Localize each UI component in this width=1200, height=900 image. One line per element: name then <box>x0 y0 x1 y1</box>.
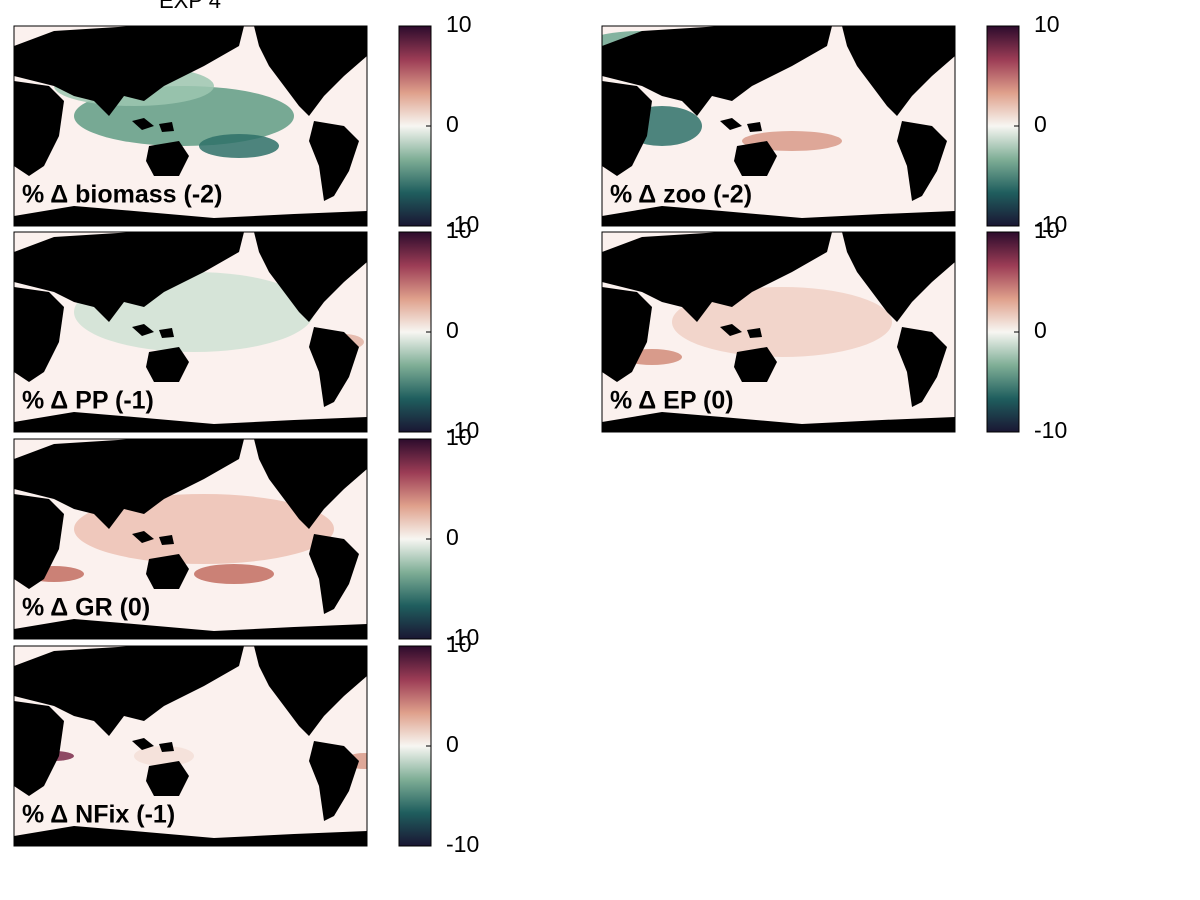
anomaly-region <box>199 134 279 158</box>
colorbar <box>398 645 432 847</box>
panel-label: % Δ EP (0) <box>610 387 734 415</box>
map <box>602 232 955 432</box>
map <box>14 232 367 432</box>
map-frame <box>13 438 368 640</box>
colorbar-tick-label: 10 <box>1034 11 1060 37</box>
map-frame <box>601 25 956 227</box>
colorbar <box>398 25 432 227</box>
panel: % Δ biomass (-2) 10 0 -10 <box>13 11 479 237</box>
panel: % Δ GR (0) 10 0 -10 <box>13 424 479 650</box>
panels: % Δ biomass (-2) 10 0 -10 % Δ zoo (-2) 10 0 -10… <box>13 11 1067 857</box>
map <box>14 439 367 639</box>
colorbar-tick-label: 10 <box>446 217 472 243</box>
colorbar-tick-label: 0 <box>446 111 459 137</box>
colorbar-tick-label: 10 <box>446 11 472 37</box>
figure-title: EXP 4 <box>159 0 221 13</box>
map <box>602 26 955 226</box>
colorbar-tick-label: 0 <box>446 731 459 757</box>
colorbar <box>398 438 432 640</box>
map-frame <box>13 231 368 433</box>
map-frame <box>601 231 956 433</box>
colorbar-tick-label: 0 <box>446 524 459 550</box>
colorbar-tick-label: 10 <box>446 631 472 657</box>
colorbar-tick-label: 0 <box>1034 317 1047 343</box>
anomaly-region <box>194 564 274 584</box>
panel-label: % Δ biomass (-2) <box>22 181 222 209</box>
colorbar-tick-label: 0 <box>446 317 459 343</box>
panel: % Δ PP (-1) 10 0 -10 <box>13 217 479 443</box>
panel: % Δ NFix (-1) 10 0 -10 <box>13 631 479 857</box>
colorbar-tick-label: -10 <box>446 831 479 857</box>
map-frame <box>13 25 368 227</box>
colorbar-tick-label: -10 <box>446 211 479 237</box>
panel: % Δ EP (0) 10 0 -10 <box>601 217 1067 443</box>
panel-label: % Δ GR (0) <box>22 594 150 622</box>
panel-label: % Δ NFix (-1) <box>22 801 175 829</box>
panel: % Δ zoo (-2) 10 0 -10 <box>601 11 1067 237</box>
colorbar <box>986 231 1020 433</box>
panel-label: % Δ PP (-1) <box>22 387 154 415</box>
map <box>14 26 367 226</box>
colorbar-tick-label: -10 <box>1034 417 1067 443</box>
panel-label: % Δ zoo (-2) <box>610 181 752 209</box>
colorbar-tick-label: -10 <box>1034 211 1067 237</box>
colorbar-tick-label: 10 <box>446 424 472 450</box>
map <box>14 646 367 846</box>
colorbar-tick-label: 10 <box>1034 217 1060 243</box>
colorbar-tick-label: -10 <box>446 624 479 650</box>
colorbar-tick-label: -10 <box>446 417 479 443</box>
map-frame <box>13 645 368 847</box>
colorbar-tick-label: 0 <box>1034 111 1047 137</box>
